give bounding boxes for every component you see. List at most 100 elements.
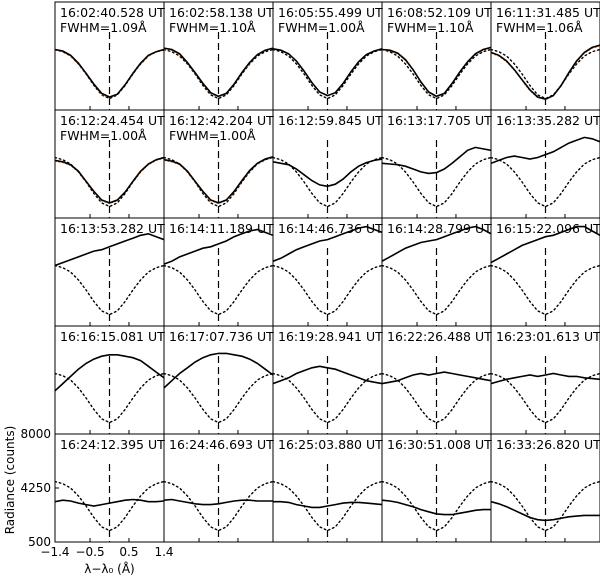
- series-reference-profile: [382, 48, 491, 100]
- series-observed-profile: [382, 225, 491, 262]
- y-tick-label: 8000: [20, 427, 51, 441]
- panel-title: 16:23:01.613 UT: [496, 329, 600, 344]
- series-reference-profile: [273, 156, 382, 208]
- series-reference-profile: [164, 264, 273, 316]
- series-observed-profile: [491, 372, 600, 385]
- series-observed-profile: [164, 156, 273, 204]
- series-reference-profile: [273, 372, 382, 424]
- panel-title: 16:05:55.499 UT: [278, 5, 383, 20]
- panel: 16:14:11.189 UT: [163, 217, 274, 327]
- series-observed-profile: [491, 44, 600, 101]
- series-observed-profile: [382, 371, 491, 385]
- panel: 16:22:26.488 UT: [381, 325, 492, 435]
- series-reference-profile: [164, 480, 273, 532]
- series-reference-profile: [273, 264, 382, 316]
- series-observed-profile: [491, 500, 600, 522]
- panel: 16:17:07.736 UT: [163, 325, 274, 435]
- panel: 16:30:51.008 UT: [381, 433, 492, 543]
- panel-title: 16:02:40.528 UT: [60, 5, 165, 20]
- series-observed-profile: [273, 48, 382, 97]
- panel-title: 16:12:42.204 UT: [169, 113, 274, 128]
- panel: 16:14:46.736 UT: [272, 217, 383, 327]
- series-observed-profile: [55, 232, 164, 267]
- y-axis-title: Radiance (counts): [3, 426, 17, 535]
- series-reference-profile: [273, 480, 382, 532]
- panel-fwhm-label: FWHM=1.06Å: [496, 20, 583, 35]
- panel-title: 16:24:46.693 UT: [169, 437, 274, 452]
- panel: 16:19:28.941 UT: [272, 325, 383, 435]
- series-reference-profile: [382, 480, 491, 532]
- series-observed-profile: [55, 354, 164, 392]
- series-reference-profile: [164, 372, 273, 424]
- panel: 16:13:53.282 UT: [54, 217, 165, 327]
- panel: 16:15:22.096 UT: [490, 217, 600, 327]
- panel-title: 16:24:12.395 UT: [60, 437, 165, 452]
- series-reference-profile: [382, 264, 491, 316]
- series-reference-profile: [273, 48, 382, 100]
- panel-title: 16:33:26.820 UT: [496, 437, 600, 452]
- series-reference-profile: [491, 48, 600, 100]
- panel-title: 16:08:52.109 UT: [387, 5, 492, 20]
- series-reference-profile: [55, 372, 164, 424]
- x-tick-label: −0.5: [75, 545, 104, 559]
- panel: 16:13:35.282 UT: [490, 109, 600, 219]
- panel-title: 16:13:53.282 UT: [60, 221, 165, 236]
- panel-title: 16:14:46.736 UT: [278, 221, 383, 236]
- series-observed-profile: [382, 46, 491, 98]
- x-tick-label: −1.4: [40, 545, 69, 559]
- series-reference-profile: [491, 372, 600, 424]
- series-observed-profile: [55, 156, 164, 204]
- series-observed-profile: [164, 352, 273, 389]
- series-observed-profile: [164, 228, 273, 265]
- series-observed-profile: [164, 47, 273, 98]
- series-observed-profile: [491, 225, 600, 264]
- x-axis-title: λ−λ₀ (Å): [84, 561, 134, 576]
- series-observed-profile: [382, 499, 491, 516]
- panel: 16:12:59.845 UT: [272, 109, 383, 219]
- y-tick-label: 4250: [20, 481, 51, 495]
- series-reference-profile: [55, 264, 164, 316]
- panel-fwhm-label: FWHM=1.09Å: [60, 20, 147, 35]
- y-tick-label: 500: [28, 535, 51, 549]
- panel-title: 16:12:59.845 UT: [278, 113, 383, 128]
- series-reference-profile: [491, 264, 600, 316]
- panel-title: 16:13:17.705 UT: [387, 113, 492, 128]
- series-reference-profile: [491, 480, 600, 532]
- panel-title: 16:30:51.008 UT: [387, 437, 492, 452]
- series-reference-profile: [55, 480, 164, 532]
- panel: 16:14:28.799 UT: [381, 217, 492, 327]
- panel: 16:24:46.693 UT: [163, 433, 274, 543]
- x-tick-label: 1.4: [154, 545, 173, 559]
- panel: 16:24:12.395 UT: [54, 433, 165, 543]
- axes-layer: 500 4250 8000 −1.4 −0.5 0.5 1.4 λ−λ₀ (Å) Radianc…: [3, 426, 174, 576]
- panel-title: 16:11:31.485 UT: [496, 5, 600, 20]
- series-observed-profile: [55, 498, 164, 507]
- series-observed-profile: [273, 500, 382, 509]
- panel-title: 16:12:24.454 UT: [60, 113, 165, 128]
- panel: 16:13:17.705 UT: [381, 109, 492, 219]
- panel-title: 16:16:15.081 UT: [60, 329, 165, 344]
- panel-title: 16:22:26.488 UT: [387, 329, 492, 344]
- panel: 16:16:15.081 UT: [54, 325, 165, 435]
- panel-title: 16:02:58.138 UT: [169, 5, 274, 20]
- panel-title: 16:25:03.880 UT: [278, 437, 383, 452]
- series-reference-profile: [382, 156, 491, 208]
- panel: 16:23:01.613 UT: [490, 325, 600, 435]
- panel: 16:25:03.880 UT: [272, 433, 383, 543]
- panel-fwhm-label: FWHM=1.10Å: [169, 20, 256, 35]
- panel-fwhm-label: FWHM=1.00Å: [278, 20, 365, 35]
- panel-title: 16:14:28.799 UT: [387, 221, 492, 236]
- panel-fwhm-label: FWHM=1.10Å: [387, 20, 474, 35]
- panel-fwhm-label: FWHM=1.00Å: [169, 128, 256, 143]
- panel-title: 16:19:28.941 UT: [278, 329, 383, 344]
- series-observed-profile: [164, 498, 273, 506]
